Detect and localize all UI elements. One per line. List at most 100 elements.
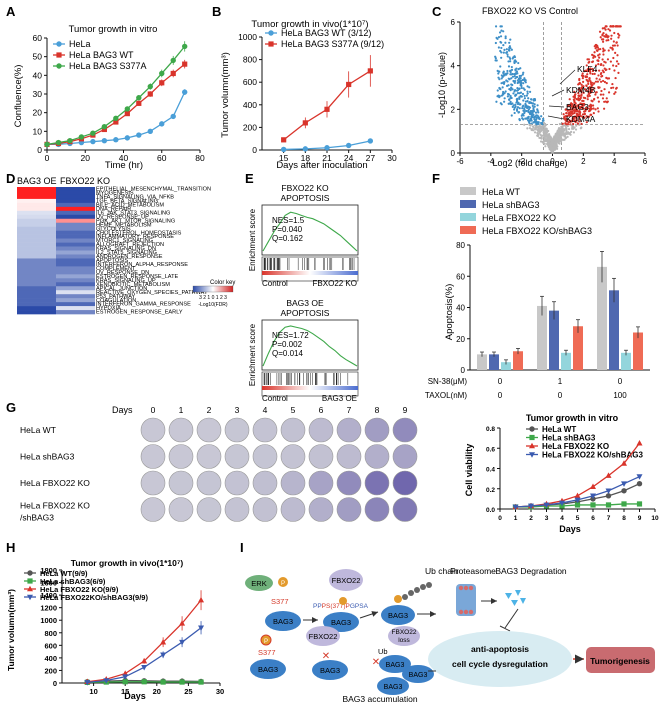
legend-swatch	[460, 226, 476, 234]
x-tick-label: 0	[550, 157, 555, 166]
gene-label-kdm4a: KDM4A	[566, 114, 596, 124]
x-tick-label: 20	[153, 687, 161, 696]
colony-well	[364, 470, 390, 496]
x-tick-label: 30	[216, 687, 224, 696]
y-tick-label: 200	[243, 122, 257, 132]
phospho-badge-crossed	[260, 634, 272, 646]
fbxo22-label-1: FBXO22	[332, 576, 361, 585]
row-label: APICAL_JUNCTION	[96, 286, 147, 292]
panel-letter-a: A	[6, 4, 16, 19]
heatmap-cell	[56, 222, 95, 227]
colony-well	[140, 417, 166, 443]
y-tick-label: 1800	[40, 566, 57, 575]
data-point-hela-fbxo22-ko	[621, 460, 627, 466]
data-point-hela-bag3-s377a	[136, 95, 142, 101]
phospho-badge	[394, 595, 402, 603]
data-point-hela-bag3-s377a	[113, 115, 119, 121]
panel-letter-d: D	[6, 171, 15, 186]
x-tick-label: 1	[514, 515, 518, 522]
bar-hela-shbag3	[609, 290, 619, 370]
anti-apoptosis-label: anti-apoptosis	[471, 644, 529, 654]
row-label: MTORC1_SIGNALING	[96, 238, 153, 244]
day-label: 4	[263, 405, 268, 415]
y-tick-label: 600	[243, 77, 257, 87]
x-axis-label: Days after inoculation	[276, 160, 367, 171]
x-tick-label: 7	[607, 515, 611, 522]
legend-label: HeLa shBAG3(6/9)	[40, 577, 106, 586]
data-point-hela-fbxo22-ko-shbag3	[590, 493, 596, 500]
data-point-hela-bag3-s377a-9-12-	[367, 68, 373, 74]
heatmap-cell	[56, 278, 95, 283]
colony-well	[364, 497, 390, 522]
heatmap-cell	[17, 278, 56, 283]
chart-title: Tumor growth in vitro	[526, 413, 619, 423]
data-point-hela-bag3-wt	[182, 61, 188, 67]
legend-label: HeLa FBXO22 KO/shBAG3	[542, 451, 643, 460]
heatmap-cell	[17, 190, 56, 196]
y-tick-label: 800	[243, 55, 257, 65]
y-tick-label: 1000	[238, 32, 257, 42]
data-point-hela-fbxo22ko-shbag3-9-9-	[160, 652, 167, 658]
heatmap-cell	[17, 226, 56, 231]
gsea-right-label: BAG3 OE	[322, 394, 357, 403]
s377-label: S377	[271, 597, 289, 606]
fbxo22-label-2: FBXO22	[309, 632, 338, 641]
y-axis-label: Apoptosis(%)	[444, 284, 455, 341]
panel-letter-b: B	[212, 4, 221, 19]
panel-b-line-chart: Tumor growth in vivo(1*10⁷) Tumor volumn…	[220, 19, 397, 171]
gsea-stat: P=0.002	[272, 340, 303, 349]
legend-label: HeLa BAG3 S377A	[69, 61, 147, 71]
y-tick-label: 0.8	[486, 426, 495, 433]
row-label: GLYCOLYSIS	[96, 226, 131, 232]
fbxo22-node-1	[329, 569, 363, 591]
colony-well	[168, 497, 194, 522]
y-tick-label: 0.4	[486, 467, 495, 474]
bag3-label-3: BAG3	[388, 611, 408, 620]
heatmap-cell	[56, 266, 95, 271]
y-tick-label: 0	[461, 366, 466, 375]
x-tick-label: 27	[366, 153, 376, 163]
cell-cycle-label: cell cycle dysregulation	[452, 659, 548, 669]
colony-well	[336, 470, 362, 496]
colony-well	[224, 470, 250, 496]
data-point-hela-fbxo22-ko-9-9-	[179, 620, 186, 626]
data-point-hela	[136, 132, 142, 138]
ranking-bar	[262, 271, 358, 275]
x-tick-label: -2	[518, 157, 526, 166]
row-label: APOPTOSIS	[96, 258, 128, 264]
colony-well	[280, 470, 306, 496]
y-axis-label: Confluence(%)	[13, 65, 24, 128]
row-label: /shBAG3	[20, 513, 54, 523]
data-point-hela-wt	[605, 493, 612, 499]
heatmap-cell	[17, 222, 56, 227]
data-point-hela-fbxo22-ko-shbag3	[621, 481, 627, 487]
data-point-hela-shbag3-6-9-	[141, 679, 147, 685]
data-point-hela-fbxo22-ko-shbag3	[512, 504, 519, 511]
heatmap-cell	[56, 210, 95, 216]
y-tick-label: 200	[44, 666, 57, 675]
data-point-hela-fbxo22-ko-shbag3	[528, 503, 534, 510]
phospho-badge	[278, 577, 288, 587]
colony-well	[140, 444, 166, 469]
colony-well	[392, 444, 418, 469]
x-tick-label: 0	[45, 153, 50, 163]
colony-well	[140, 497, 166, 522]
data-point-hela-bag3-s377a-9-12-	[281, 137, 287, 143]
colony-well	[392, 497, 418, 522]
data-point-hela-fbxo22-ko-9-9-	[198, 596, 205, 603]
heatmap-cell	[56, 194, 95, 200]
bag3-accumulation-label: BAG3 accumulation	[342, 694, 417, 704]
data-point-hela	[113, 137, 119, 143]
y-tick-label: 0	[252, 145, 257, 155]
bar-hela-fbxo22-ko-shbag3	[633, 332, 643, 370]
heatmap-cell	[17, 238, 56, 243]
row-label: XENOBIOTIC_METABOLISM	[96, 282, 170, 288]
y-tick-label: 0	[451, 149, 456, 158]
column-label-bag3-oe: BAG3 OE	[17, 176, 57, 186]
row-label: TNFA_SIGNALING_VIA_NFKB	[96, 195, 174, 201]
phospho-badge	[339, 597, 347, 605]
x-tick-label: -4	[487, 157, 495, 166]
chart-title: Tumor growth in vitro	[69, 24, 158, 35]
